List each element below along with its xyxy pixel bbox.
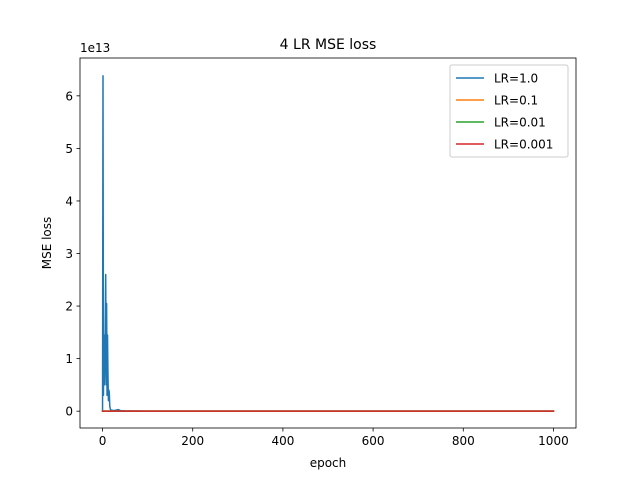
legend-label-3: LR=0.01 xyxy=(494,116,546,130)
legend-label-1: LR=1.0 xyxy=(494,72,538,86)
legend-frame xyxy=(449,64,569,158)
x-axis-label: epoch xyxy=(310,456,347,470)
y-tick-label: 4 xyxy=(65,194,73,208)
y-tick-label: 0 xyxy=(65,405,73,419)
x-tick-label: 0 xyxy=(99,434,107,448)
y-tick-label: 6 xyxy=(65,89,73,103)
legend: LR=1.0 LR=0.1 LR=0.01 LR=0.001 xyxy=(449,64,569,158)
y-axis-ticks: 0 1 2 3 4 5 6 xyxy=(65,89,80,419)
chart-title: 4 LR MSE loss xyxy=(280,37,377,53)
x-axis-ticks: 0 200 400 600 800 1000 xyxy=(99,428,569,448)
y-tick-label: 2 xyxy=(65,300,73,314)
legend-label-2: LR=0.1 xyxy=(494,94,538,108)
x-tick-label: 800 xyxy=(452,434,475,448)
series-layer xyxy=(101,75,555,412)
y-axis-offset-text: 1e13 xyxy=(80,41,110,55)
x-tick-label: 1000 xyxy=(538,434,569,448)
x-tick-label: 400 xyxy=(271,434,294,448)
x-tick-label: 600 xyxy=(362,434,385,448)
y-tick-label: 1 xyxy=(65,352,73,366)
legend-label-4: LR=0.001 xyxy=(494,138,553,152)
x-tick-label: 200 xyxy=(181,434,204,448)
y-axis-label: MSE loss xyxy=(40,217,54,270)
y-tick-label: 3 xyxy=(65,247,73,261)
y-tick-label: 5 xyxy=(65,142,73,156)
axes-frame xyxy=(79,57,577,429)
